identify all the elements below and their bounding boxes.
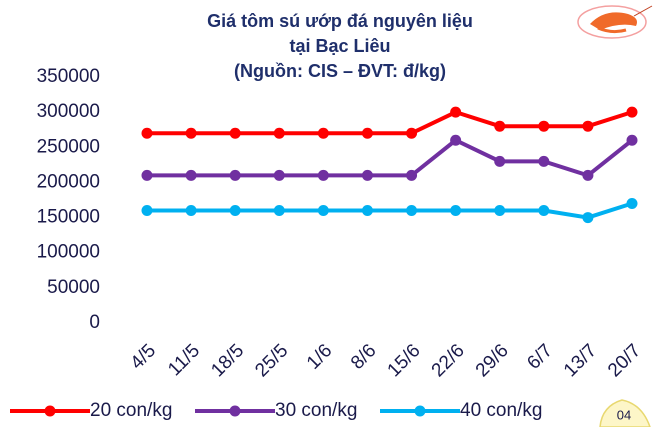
data-point [494, 205, 506, 217]
x-tick-label: 22/6 [428, 340, 469, 381]
data-point [538, 205, 550, 217]
page-number: 04 [617, 407, 631, 422]
data-point [626, 198, 638, 210]
data-point [185, 205, 197, 217]
data-point [141, 169, 153, 181]
data-point [361, 169, 373, 181]
data-point [273, 205, 285, 217]
data-point [406, 205, 418, 217]
data-point [185, 169, 197, 181]
x-tick-label: 1/6 [303, 340, 337, 374]
data-point [582, 120, 594, 132]
data-point [229, 205, 241, 217]
data-point [582, 169, 594, 181]
legend-label: 30 con/kg [275, 400, 357, 421]
data-point [185, 127, 197, 139]
series [141, 198, 638, 224]
x-tick-label: 18/5 [207, 340, 248, 381]
legend-label: 40 con/kg [460, 400, 542, 421]
data-point [406, 169, 418, 181]
data-point [141, 127, 153, 139]
data-point [538, 155, 550, 167]
data-point [494, 120, 506, 132]
data-point [229, 169, 241, 181]
data-point [317, 169, 329, 181]
x-tick-label: 20/7 [604, 340, 645, 381]
data-point [273, 127, 285, 139]
data-point [626, 106, 638, 118]
data-point [450, 106, 462, 118]
data-point [317, 127, 329, 139]
chart-title: tại Bạc Liêu [289, 36, 390, 56]
data-point [450, 205, 462, 217]
chart-title: Giá tôm sú ướp đá nguyên liệu [207, 11, 473, 31]
page-badge: 04 [599, 399, 651, 427]
y-tick-label: 250000 [37, 136, 100, 157]
data-point [361, 127, 373, 139]
series [141, 134, 638, 181]
x-tick-label: 11/5 [164, 340, 204, 380]
x-tick-label: 6/7 [523, 340, 557, 374]
x-tick-label: 25/5 [251, 340, 292, 381]
y-tick-label: 0 [89, 312, 100, 333]
shrimp-icon [577, 5, 653, 39]
legend-marker [229, 405, 241, 417]
data-point [450, 134, 462, 146]
data-point [406, 127, 418, 139]
x-tick-label: 13/7 [560, 340, 601, 381]
series [141, 106, 638, 139]
x-tick-label: 4/5 [127, 340, 161, 374]
data-point [273, 169, 285, 181]
data-point [361, 205, 373, 217]
y-tick-label: 350000 [37, 66, 100, 87]
y-tick-label: 150000 [37, 207, 100, 228]
x-tick-label: 29/6 [472, 340, 513, 381]
data-point [582, 212, 594, 224]
data-point [494, 155, 506, 167]
y-tick-label: 200000 [37, 171, 100, 192]
data-point [626, 134, 638, 146]
y-tick-label: 100000 [37, 242, 100, 263]
y-tick-label: 50000 [47, 277, 100, 298]
series-line [147, 201, 633, 220]
legend-label: 20 con/kg [90, 400, 172, 421]
y-tick-label: 300000 [37, 101, 100, 122]
x-tick-label: 8/6 [347, 340, 381, 374]
series-line [147, 137, 634, 178]
data-point [317, 205, 329, 217]
chart-title: (Nguồn: CIS – ĐVT: đ/kg) [234, 61, 446, 81]
data-point [141, 205, 153, 217]
data-point [538, 120, 550, 132]
data-point [229, 127, 241, 139]
legend-marker [414, 405, 426, 417]
series-line [147, 109, 633, 136]
x-tick-label: 15/6 [384, 340, 425, 381]
legend-marker [44, 405, 56, 417]
